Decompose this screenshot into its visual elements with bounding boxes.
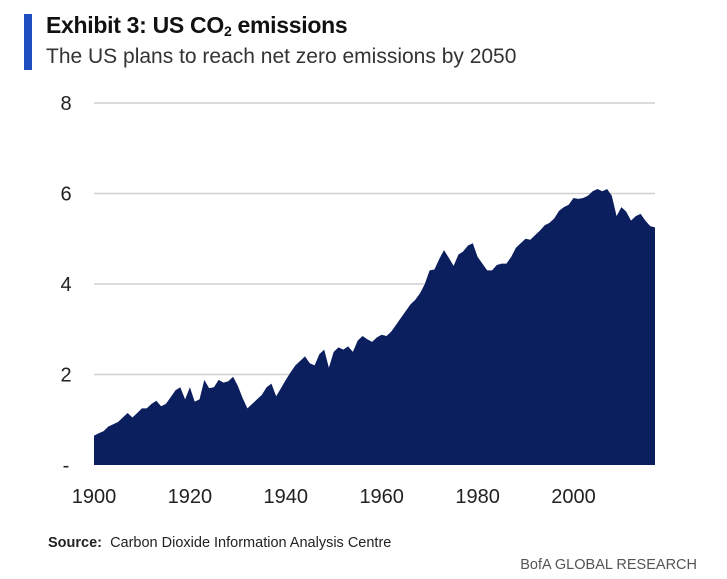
x-tick-label: 2000 [551,486,596,508]
emissions-area [94,189,655,465]
brand-label: BofA GLOBAL RESEARCH [520,557,697,573]
y-tick-label: 2 [60,365,71,387]
y-tick-label: 6 [60,184,71,206]
source-note: Source: Carbon Dioxide Information Analy… [48,535,391,551]
source-text: Carbon Dioxide Information Analysis Cent… [110,535,392,551]
chart-title: Exhibit 3: US CO2 emissions [46,12,348,39]
title-suffix: emissions [231,12,348,38]
x-tick-label: 1960 [359,486,404,508]
emissions-chart: - 2 4 6 8 1900 1920 1940 1960 1980 2000 [60,93,655,508]
x-axis-ticks: 1900 1920 1940 1960 1980 2000 [72,486,596,508]
y-tick-label: - [63,455,70,477]
y-tick-label: 4 [60,274,71,296]
area-series [94,189,655,465]
y-axis-ticks: - 2 4 6 8 [60,93,71,477]
chart-subtitle: The US plans to reach net zero emissions… [46,45,517,68]
x-tick-label: 1900 [72,486,117,508]
y-tick-label: 8 [60,93,71,115]
x-tick-label: 1940 [264,486,309,508]
x-tick-label: 1920 [168,486,213,508]
title-subscript: 2 [223,23,232,39]
x-tick-label: 1980 [455,486,500,508]
accent-bar [24,14,32,70]
title-prefix: Exhibit 3: US CO [46,12,224,38]
source-label: Source: [48,535,102,551]
